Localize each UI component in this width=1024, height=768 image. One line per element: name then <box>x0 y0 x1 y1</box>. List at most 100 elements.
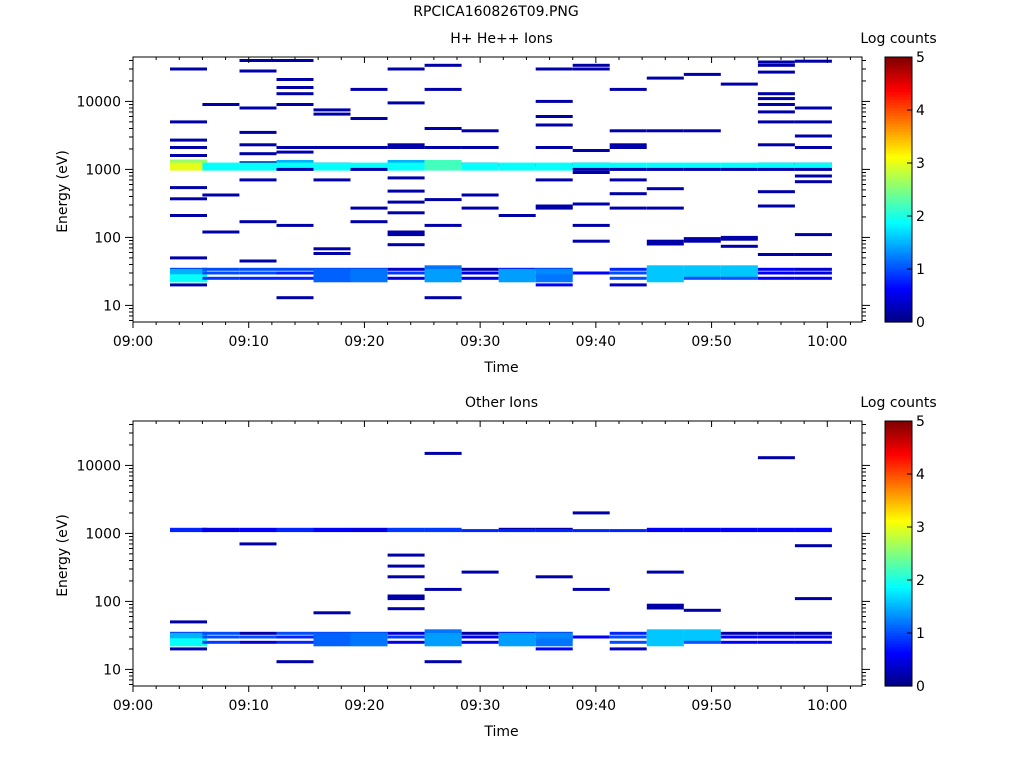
colorbar-segment <box>885 128 912 132</box>
colorbar-segment <box>885 569 912 573</box>
colorbar-segment <box>885 247 912 252</box>
colorbar-segment <box>885 147 912 151</box>
colorbar-segment <box>885 255 912 259</box>
colorbar-label: Log counts <box>860 31 936 47</box>
heatmap-cell <box>170 633 207 641</box>
colorbar-segment <box>885 466 912 470</box>
colorbar-segment <box>885 633 912 637</box>
colorbar-segment <box>885 654 912 658</box>
heatmap-cell <box>794 174 832 178</box>
colorbar-tick-label: 4 <box>916 103 925 119</box>
heatmap-cell <box>683 167 721 171</box>
colorbar-segment <box>885 619 912 623</box>
heatmap-cell <box>387 597 425 601</box>
colorbar-segment <box>885 300 912 305</box>
heatmap-cell <box>535 274 573 283</box>
heatmap-cell <box>609 276 647 280</box>
colorbar-tick-label: 1 <box>916 626 925 642</box>
heatmap-cell <box>387 189 425 193</box>
heatmap-cell <box>313 529 351 533</box>
colorbar-segment <box>885 572 912 576</box>
heatmap-cell <box>202 230 240 234</box>
colorbar-tick-label: 1 <box>916 262 925 278</box>
colorbar-segment <box>885 223 912 228</box>
colorbar-segment <box>885 86 912 90</box>
colorbar-segment <box>885 234 912 238</box>
panel-title: Other Ions <box>465 395 538 411</box>
heatmap-cell <box>535 283 573 287</box>
heatmap-cell <box>461 570 499 574</box>
heatmap-cell <box>757 143 795 147</box>
heatmap-cell <box>757 267 795 271</box>
colorbar-segment <box>885 250 912 254</box>
colorbar-segment <box>885 189 912 193</box>
colorbar-segment <box>885 319 912 323</box>
heatmap-cell <box>276 635 314 639</box>
colorbar-segment <box>885 513 912 517</box>
colorbar-segment <box>885 104 912 108</box>
colorbar-segment <box>885 463 912 467</box>
heatmap-cells <box>170 451 832 664</box>
colorbar-segment <box>885 643 912 647</box>
heatmap-cell <box>461 631 499 635</box>
heatmap-cell <box>202 162 240 171</box>
heatmap-cell <box>498 529 536 533</box>
heatmap-cell <box>757 204 795 208</box>
colorbar-segment <box>885 231 912 236</box>
colorbar-segment <box>885 292 912 297</box>
colorbar-segment <box>885 516 912 520</box>
colorbar-segment <box>885 561 912 565</box>
x-tick-label: 09:20 <box>344 334 384 350</box>
heatmap-cell <box>387 575 425 579</box>
heatmap-cell <box>757 276 795 280</box>
x-axis-label: Time <box>483 360 518 376</box>
heatmap-cell <box>535 204 573 208</box>
colorbar-segment <box>885 625 912 629</box>
colorbar-tick-label: 0 <box>916 679 925 695</box>
colorbar-segment <box>885 263 912 267</box>
heatmap-cell <box>239 69 277 73</box>
heatmap-cell <box>202 193 240 197</box>
colorbar-segment <box>885 611 912 616</box>
heatmap-cell <box>276 267 314 271</box>
heatmap-cell <box>276 640 314 644</box>
colorbar-segment <box>885 659 912 663</box>
heatmap-cell <box>535 67 573 71</box>
heatmap-cell <box>170 274 207 283</box>
heatmap-cell <box>794 167 832 171</box>
heatmap-cell <box>313 178 351 182</box>
colorbar-segment <box>885 497 912 502</box>
colorbar-segment <box>885 428 912 433</box>
heatmap-cell <box>461 635 499 639</box>
heatmap-cell <box>461 529 499 533</box>
heatmap-cell <box>683 72 721 76</box>
heatmap-cell <box>170 620 207 624</box>
colorbar-segment <box>885 168 912 172</box>
colorbar-tick-label: 5 <box>916 414 925 430</box>
heatmap-cell <box>609 271 647 275</box>
colorbar-frame <box>884 420 913 687</box>
heatmap-cell <box>572 271 610 275</box>
colorbar-segment <box>885 133 912 138</box>
heatmap-cell <box>424 296 462 300</box>
colorbar-segment <box>885 295 912 299</box>
colorbar-segment <box>885 75 912 79</box>
heatmap-cell <box>794 134 832 138</box>
heatmap-cell <box>535 206 573 210</box>
heatmap-cell <box>202 640 240 644</box>
heatmap-cell <box>387 101 425 105</box>
colorbar-segment <box>885 505 912 510</box>
colorbar-segment <box>885 216 912 220</box>
heatmap-cell <box>683 237 721 241</box>
heatmap-cell <box>646 603 684 607</box>
x-axis-label: Time <box>483 724 518 740</box>
heatmap-cell <box>239 271 277 275</box>
colorbar-segment <box>885 290 912 294</box>
heatmap-cell <box>757 640 795 644</box>
heatmap-cell <box>498 269 536 277</box>
heatmap-cell <box>757 63 795 67</box>
heatmap-cell <box>498 214 536 217</box>
colorbar-segment <box>885 102 912 106</box>
colorbar-tick-label: 4 <box>916 467 925 483</box>
heatmap-cell <box>276 59 314 62</box>
